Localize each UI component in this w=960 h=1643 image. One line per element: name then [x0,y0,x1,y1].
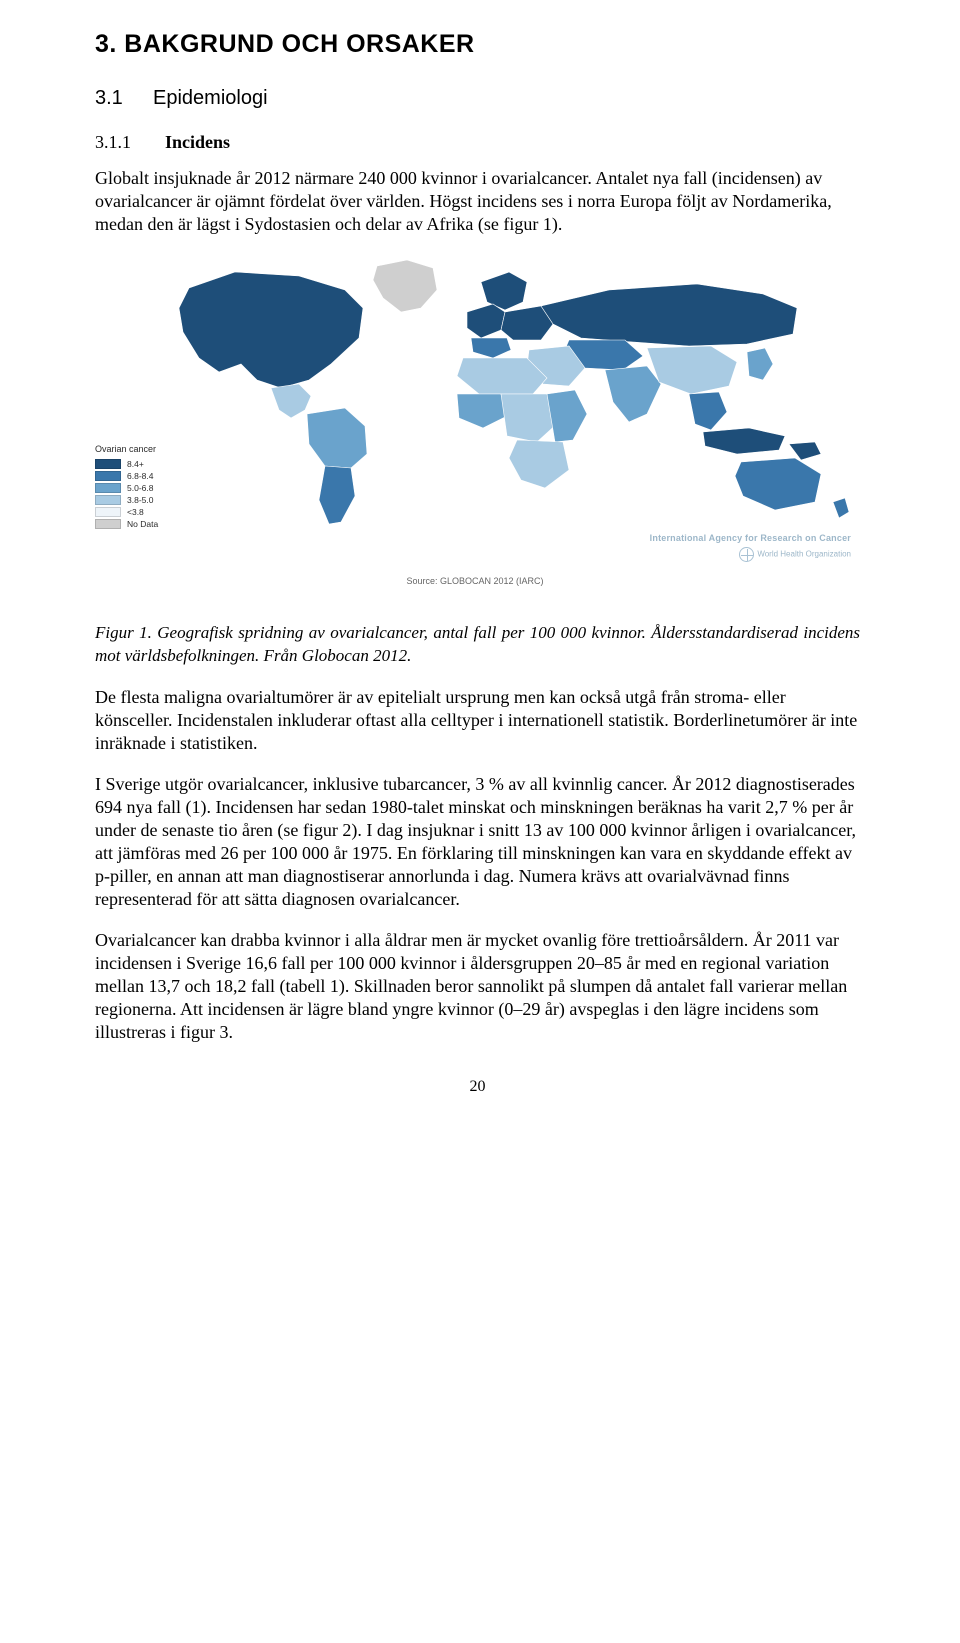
figure-1-caption: Figur 1. Geografisk spridning av ovarial… [95,622,860,668]
region-south-asia [605,366,661,422]
legend-swatch [95,519,121,529]
credit-iarc: International Agency for Research on Can… [650,533,851,543]
map-canvas: Ovarian cancer 8.4+ 6.8-8.4 5.0-6.8 3.8-… [95,254,855,594]
region-west-africa [457,394,507,428]
legend-label: No Data [127,519,158,529]
map-legend: Ovarian cancer 8.4+ 6.8-8.4 5.0-6.8 3.8-… [95,444,158,531]
legend-label: <3.8 [127,507,144,517]
region-east-africa [547,390,587,442]
region-south-europe [471,338,511,358]
legend-swatch [95,483,121,493]
region-central-america [271,384,311,418]
legend-label: 5.0-6.8 [127,483,153,493]
region-australia [735,458,821,510]
legend-label: 8.4+ [127,459,144,469]
region-north-america [179,272,363,388]
heading-3-label: Incidens [165,132,230,152]
heading-level-2: 3.1Epidemiologi [95,87,860,110]
region-se-asia [689,392,727,430]
region-png [789,442,821,460]
intro-paragraph: Globalt insjuknade år 2012 närmare 240 0… [95,167,860,236]
heading-3-number: 3.1.1 [95,132,165,153]
legend-label: 3.8-5.0 [127,495,153,505]
legend-title: Ovarian cancer [95,444,158,454]
region-west-europe [467,304,505,338]
legend-row: 5.0-6.8 [95,483,158,493]
legend-swatch [95,507,121,517]
region-east-asia [747,348,773,380]
legend-swatch [95,495,121,505]
legend-row: 6.8-8.4 [95,471,158,481]
legend-label: 6.8-8.4 [127,471,153,481]
legend-swatch [95,471,121,481]
legend-row: 3.8-5.0 [95,495,158,505]
page-number: 20 [95,1078,860,1096]
region-south-america-south [319,466,355,524]
heading-level-3: 3.1.1Incidens [95,132,860,153]
body-paragraph: I Sverige utgör ovarialcancer, inklusive… [95,773,860,911]
body-paragraph: De flesta maligna ovarialtumörer är av e… [95,686,860,755]
region-south-africa [509,440,569,488]
figure-1-world-map: Ovarian cancer 8.4+ 6.8-8.4 5.0-6.8 3.8-… [95,254,860,594]
legend-row: 8.4+ [95,459,158,469]
region-south-america-north [307,408,367,468]
legend-swatch [95,459,121,469]
heading-level-1: 3. BAKGRUND OCH ORSAKER [95,30,860,59]
region-greenland [373,260,437,312]
legend-row: No Data [95,519,158,529]
map-source: Source: GLOBOCAN 2012 (IARC) [95,576,855,586]
region-new-zealand [833,498,849,518]
region-china [647,346,737,394]
region-indonesia [703,428,785,454]
credit-who-text: World Health Organization [757,550,851,559]
map-credits: International Agency for Research on Can… [650,533,851,562]
region-russia [541,284,797,346]
world-map-svg [149,254,855,534]
who-logo-icon [739,547,754,562]
body-paragraph: Ovarialcancer kan drabba kvinnor i alla … [95,929,860,1044]
credit-who: World Health Organization [650,547,851,562]
heading-2-label: Epidemiologi [153,87,268,109]
region-north-europe [481,272,527,310]
heading-2-number: 3.1 [95,87,153,110]
legend-row: <3.8 [95,507,158,517]
